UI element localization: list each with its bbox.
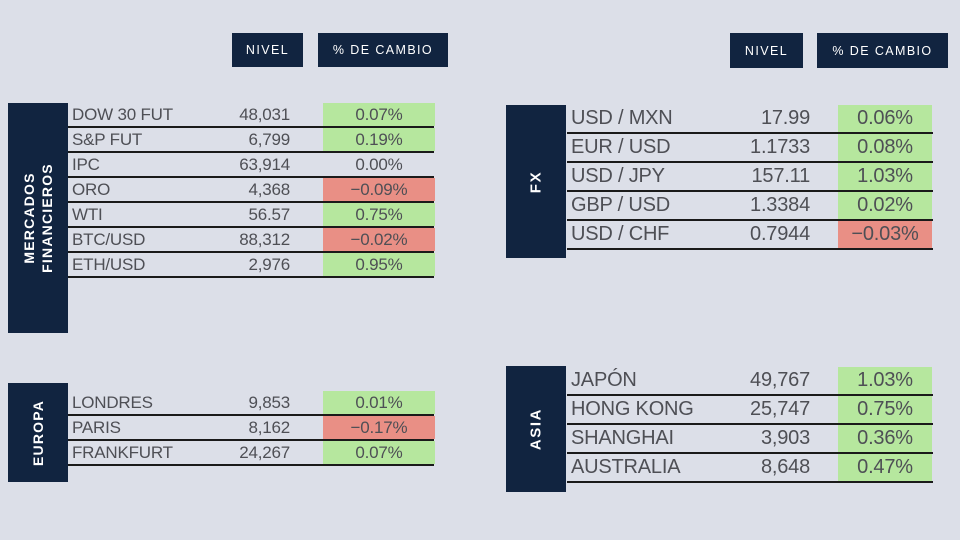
column-header-nivel-right: NIVEL — [730, 33, 803, 68]
section-label-fx: FX — [506, 105, 566, 258]
section-label-line: FINANCIEROS — [39, 163, 55, 273]
table-row: USD / MXN 17.99 0.06% — [567, 105, 933, 134]
level-value: 4,368 — [248, 180, 290, 199]
table-asia: JAPÓN 49,767 1.03% HONG KONG 25,747 0.75% SHAN… — [567, 367, 933, 483]
level-value: 0.7944 — [750, 223, 810, 245]
section-label-europa: EUROPA — [8, 383, 68, 482]
table-row: HONG KONG 25,747 0.75% — [567, 396, 933, 425]
change-value: −0.02% — [323, 228, 435, 251]
table-row: AUSTRALIA 8,648 0.47% — [567, 454, 933, 483]
instrument-name: EUR / USD — [571, 136, 671, 158]
table-fx: USD / MXN 17.99 0.06% EUR / USD 1.1733 0.08% U… — [567, 105, 933, 250]
table-row: ORO 4,368 −0.09% — [68, 178, 435, 203]
level-value: 2,976 — [248, 255, 290, 274]
level-value: 56.57 — [248, 205, 290, 224]
instrument-name: LONDRES — [72, 393, 153, 412]
instrument-name: S&P FUT — [72, 130, 143, 149]
table-row: ETH/USD 2,976 0.95% — [68, 253, 435, 278]
table-row: S&P FUT 6,799 0.19% — [68, 128, 435, 153]
level-value: 8,162 — [248, 418, 290, 437]
change-value: 0.07% — [323, 441, 435, 464]
level-value: 9,853 — [248, 393, 290, 412]
change-value: −0.17% — [323, 416, 435, 439]
table-row: LONDRES 9,853 0.01% — [68, 391, 435, 416]
change-value: 0.01% — [323, 391, 435, 414]
section-label-text: MERCADOS FINANCIEROS — [20, 163, 56, 273]
column-header-cambio-right: % DE CAMBIO — [817, 33, 948, 68]
table-europa: LONDRES 9,853 0.01% PARIS 8,162 −0.17% FRANKFU… — [68, 391, 435, 466]
level-value: 157.11 — [751, 165, 811, 187]
change-value: 0.36% — [838, 425, 932, 452]
change-value: 0.19% — [323, 128, 435, 151]
level-value: 1.1733 — [750, 136, 810, 158]
change-value: −0.09% — [323, 178, 435, 201]
section-label-line: EUROPA — [29, 399, 46, 466]
instrument-name: SHANGHAI — [571, 427, 674, 449]
table-mercados-financieros: DOW 30 FUT 48,031 0.07% S&P FUT 6,799 0.19% IP… — [68, 103, 435, 278]
instrument-name: ETH/USD — [72, 255, 146, 274]
level-value: 8,648 — [760, 456, 810, 478]
change-value: 0.95% — [323, 253, 435, 276]
instrument-name: ORO — [72, 180, 111, 199]
table-row: IPC 63,914 0.00% — [68, 153, 434, 178]
table-row: WTI 56.57 0.75% — [68, 203, 435, 228]
instrument-name: HONG KONG — [571, 398, 694, 420]
section-label-text: ASIA — [526, 408, 546, 450]
section-label-line: FX — [527, 170, 545, 193]
instrument-name: FRANKFURT — [72, 443, 173, 462]
level-value: 25,747 — [750, 398, 810, 420]
change-value: −0.03% — [838, 221, 932, 248]
table-row: DOW 30 FUT 48,031 0.07% — [68, 103, 435, 128]
instrument-name: WTI — [72, 205, 103, 224]
level-value: 24,267 — [239, 443, 290, 462]
change-value: 1.03% — [838, 367, 932, 394]
table-row: FRANKFURT 24,267 0.07% — [68, 441, 435, 466]
level-value: 48,031 — [239, 105, 290, 124]
section-label-line: MERCADOS — [20, 172, 37, 264]
change-value: 0.75% — [838, 396, 932, 423]
table-row: EUR / USD 1.1733 0.08% — [567, 134, 933, 163]
table-row: USD / CHF 0.7944 −0.03% — [567, 221, 933, 250]
section-label-line: ASIA — [527, 407, 545, 451]
table-row: JAPÓN 49,767 1.03% — [567, 367, 933, 396]
table-row: GBP / USD 1.3384 0.02% — [567, 192, 933, 221]
instrument-name: BTC/USD — [72, 230, 146, 249]
table-row: SHANGHAI 3,903 0.36% — [567, 425, 933, 454]
change-value: 0.08% — [838, 134, 932, 161]
instrument-name: IPC — [72, 155, 100, 174]
change-value: 1.03% — [838, 163, 932, 190]
change-value: 0.47% — [838, 454, 932, 481]
instrument-name: USD / MXN — [571, 107, 673, 129]
instrument-name: DOW 30 FUT — [72, 105, 173, 124]
column-header-nivel-left: NIVEL — [232, 33, 303, 67]
instrument-name: GBP / USD — [571, 194, 670, 216]
change-value: 0.00% — [355, 155, 403, 174]
section-label-asia: ASIA — [506, 366, 566, 492]
instrument-name: USD / CHF — [571, 223, 670, 245]
change-value: 0.75% — [323, 203, 435, 226]
level-value: 88,312 — [239, 230, 290, 249]
level-value: 1.3384 — [750, 194, 810, 216]
level-value: 3,903 — [760, 427, 810, 449]
column-header-cambio-left: % DE CAMBIO — [318, 33, 448, 67]
instrument-name: AUSTRALIA — [571, 456, 681, 478]
section-label-text: FX — [526, 170, 546, 192]
instrument-name: PARIS — [72, 418, 121, 437]
section-label-mercados-financieros: MERCADOS FINANCIEROS — [8, 103, 68, 333]
instrument-name: USD / JPY — [571, 165, 665, 187]
level-value: 6,799 — [248, 130, 290, 149]
change-value: 0.02% — [838, 192, 932, 219]
level-value: 49,767 — [750, 369, 810, 391]
table-row: BTC/USD 88,312 −0.02% — [68, 228, 435, 253]
section-label-text: EUROPA — [29, 399, 47, 465]
instrument-name: JAPÓN — [571, 369, 637, 391]
level-value: 17.99 — [760, 107, 810, 129]
table-row: USD / JPY 157.11 1.03% — [567, 163, 933, 192]
level-value: 63,914 — [239, 155, 290, 174]
table-row: PARIS 8,162 −0.17% — [68, 416, 435, 441]
change-value: 0.07% — [323, 103, 435, 126]
change-value: 0.06% — [838, 105, 932, 132]
